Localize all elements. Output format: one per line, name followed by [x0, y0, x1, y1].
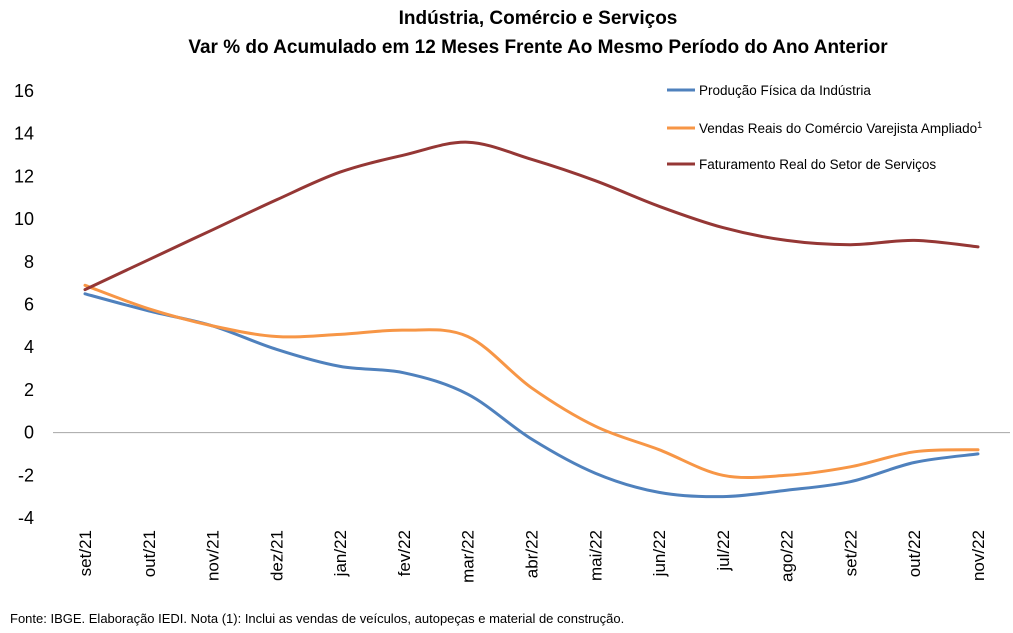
x-tick-label: jul/22: [714, 530, 733, 572]
chart-title: Indústria, Comércio e Serviços: [399, 8, 678, 29]
x-tick-label: nov/21: [204, 530, 223, 581]
legend-superscript: 1: [977, 120, 982, 130]
x-tick-label: out/22: [905, 530, 924, 577]
x-tick-label: abr/22: [523, 530, 542, 578]
series-line-1: [83, 292, 980, 499]
y-tick-label: 14: [14, 124, 34, 144]
x-tick-label: ago/22: [778, 530, 797, 582]
x-tick-label: set/22: [841, 530, 860, 576]
series-line-2: [83, 283, 980, 480]
x-tick-label: nov/22: [969, 530, 988, 581]
y-tick-label: 6: [24, 295, 34, 315]
legend: Produção Física da Indústria Vendas Reais…: [667, 83, 982, 172]
legend-label-2: Vendas Reais do Comércio Varejista Ampli…: [699, 120, 982, 136]
y-tick-label: 16: [14, 81, 34, 101]
legend-label-3: Faturamento Real do Setor de Serviços: [699, 157, 936, 172]
y-tick-label: 4: [24, 337, 34, 357]
y-tick-label: 2: [24, 380, 34, 400]
x-tick-label: set/21: [76, 530, 95, 576]
series-line-3: [83, 140, 980, 292]
source-note: Fonte: IBGE. Elaboração IEDI. Nota (1): …: [10, 611, 624, 626]
y-tick-label: 8: [24, 252, 34, 272]
x-axis: set/21 out/21 nov/21 dez/21 jan/22 fev/22 mar/…: [76, 530, 988, 583]
y-tick-label: -2: [18, 465, 34, 485]
series-lines: [83, 140, 980, 499]
y-tick-label: 0: [24, 423, 34, 443]
y-tick-label: 12: [14, 166, 34, 186]
chart-subtitle: Var % do Acumulado em 12 Meses Frente Ao…: [188, 37, 888, 58]
y-tick-label: -4: [18, 508, 34, 528]
x-tick-label: dez/21: [267, 530, 286, 581]
y-tick-label: 10: [14, 209, 34, 229]
x-tick-label: mai/22: [586, 530, 605, 581]
x-tick-label: out/21: [140, 530, 159, 577]
x-tick-label: fev/22: [395, 530, 414, 576]
legend-label-1: Produção Física da Indústria: [699, 83, 871, 98]
x-tick-label: jan/22: [331, 530, 350, 577]
x-tick-label: mar/22: [459, 530, 478, 583]
y-axis: -4 -2 0 2 4 6 8 10 12 14 16: [14, 81, 34, 528]
x-tick-label: jun/22: [650, 530, 669, 577]
